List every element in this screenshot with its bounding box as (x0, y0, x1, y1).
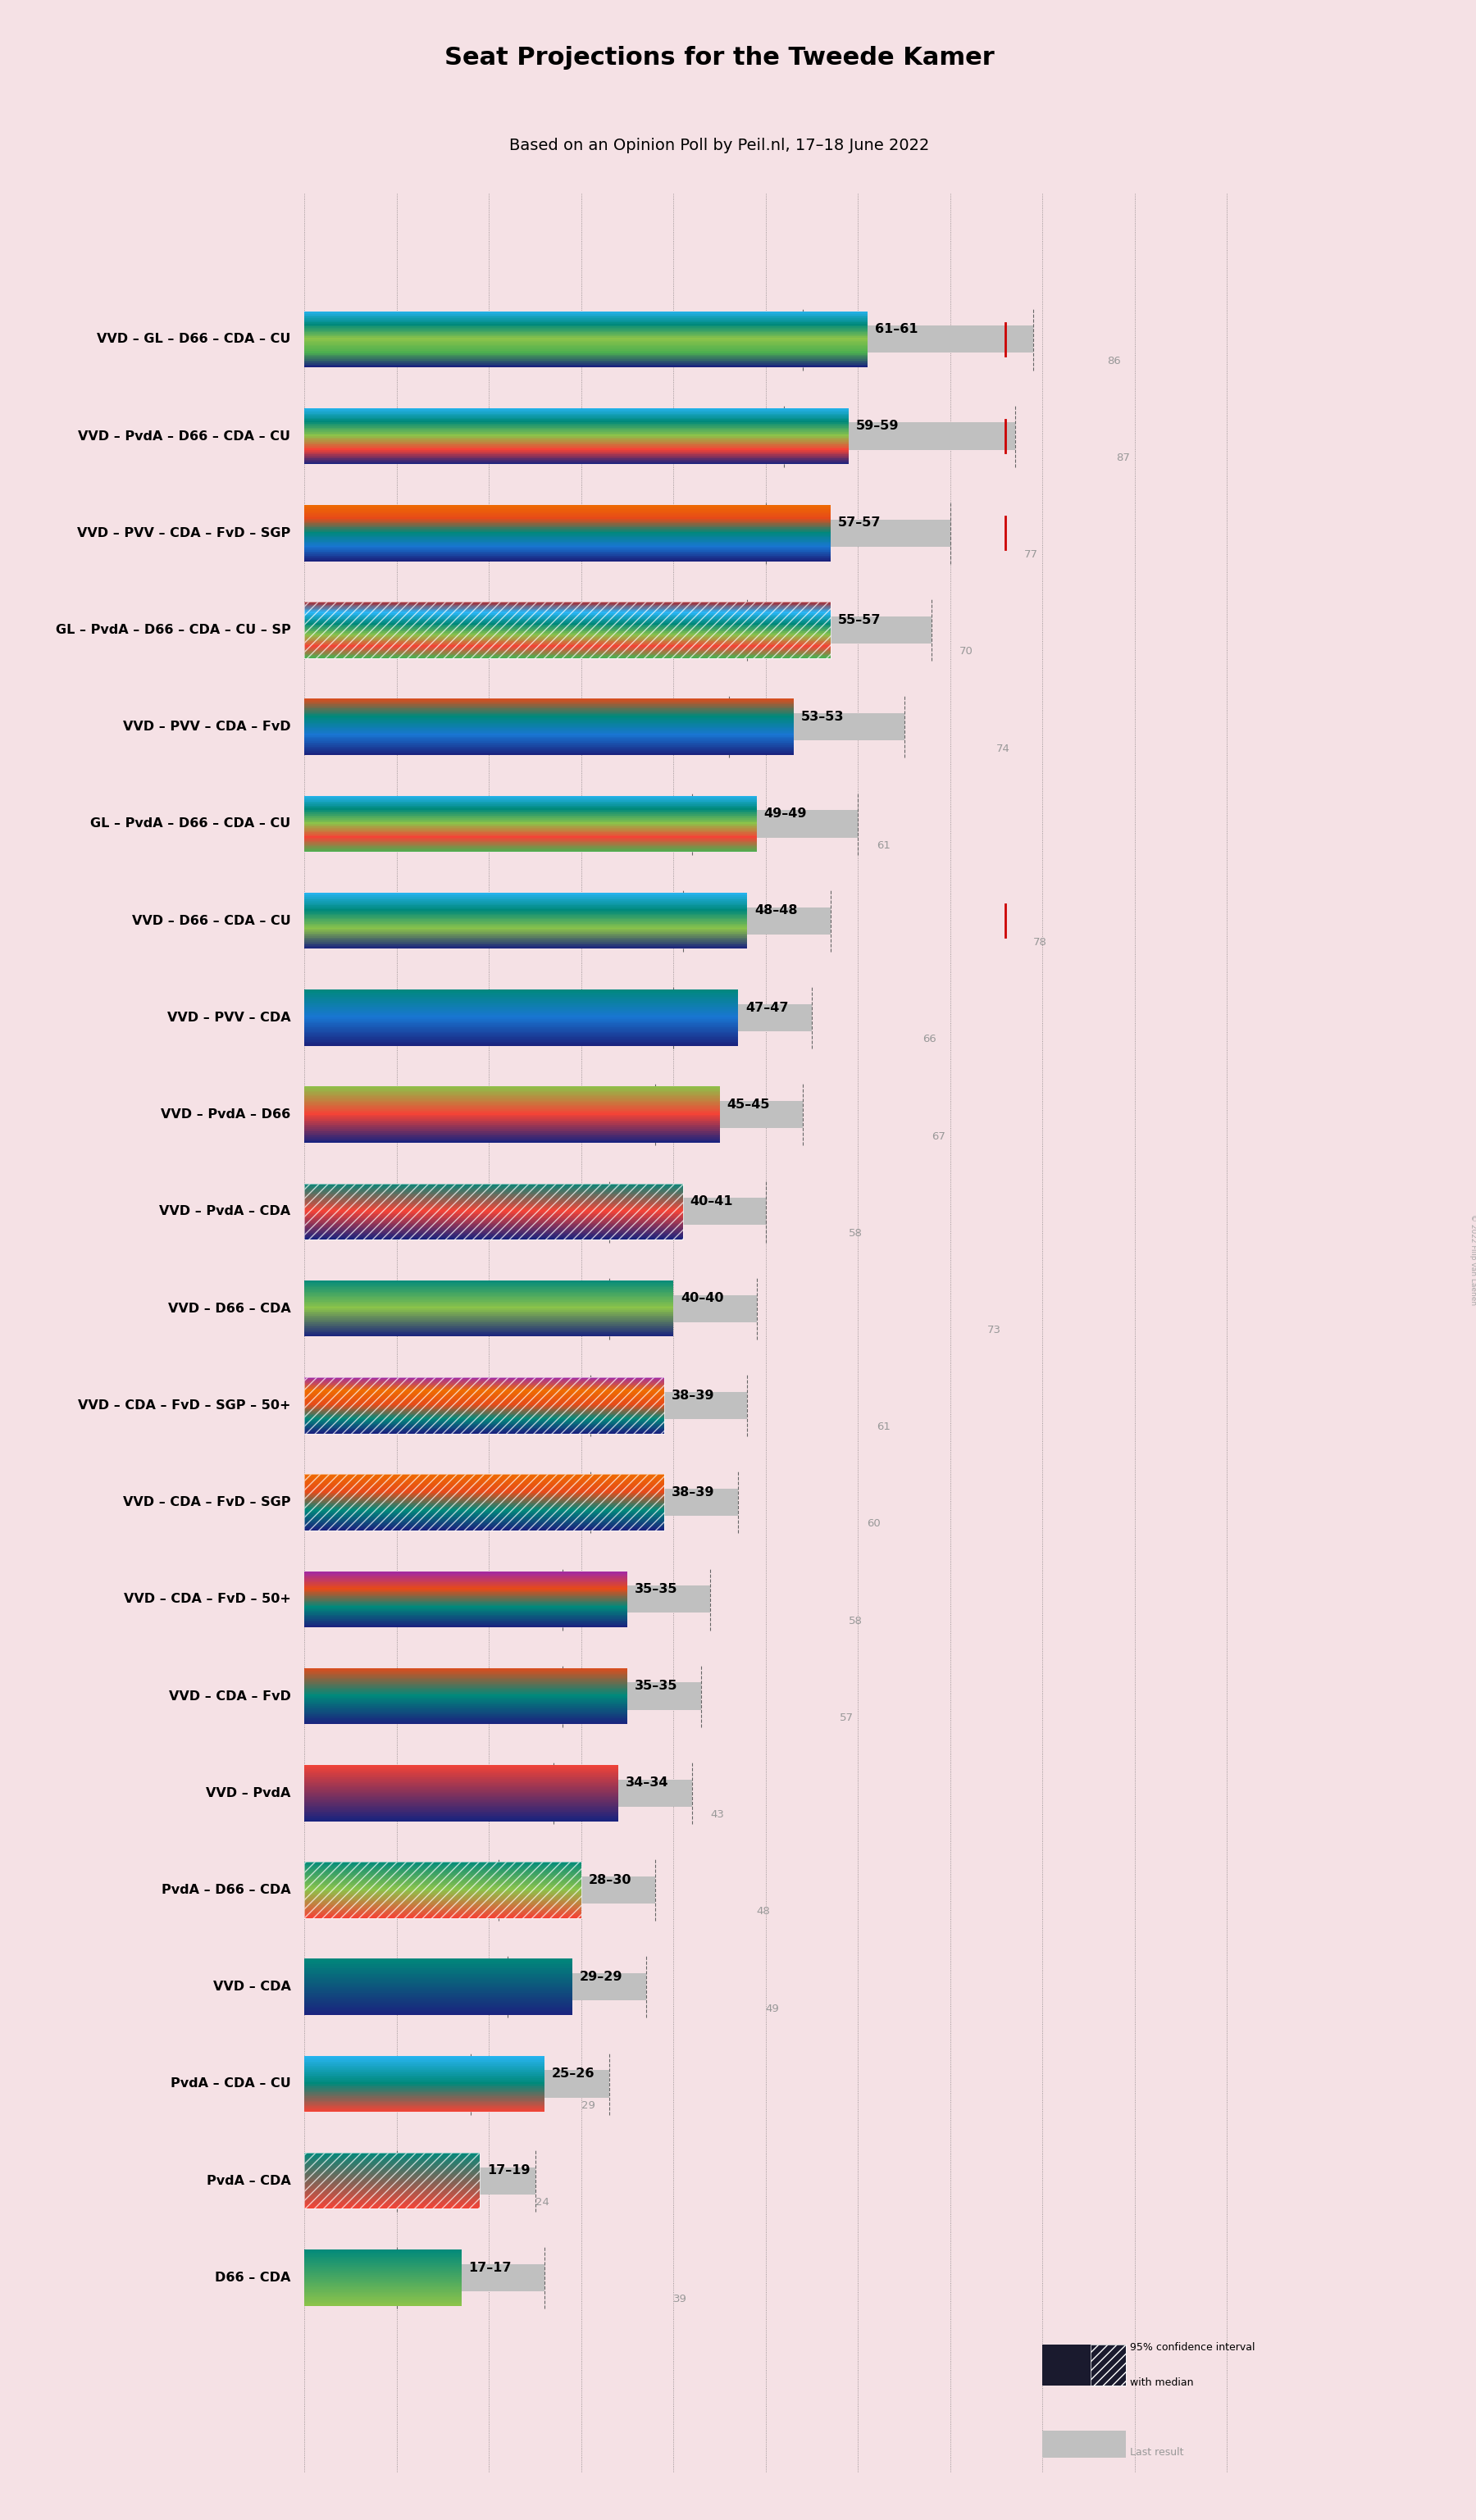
Bar (1042, 2344, 1125, 2386)
Text: 66: 66 (922, 1033, 936, 1046)
Bar (766, 519, 951, 547)
Text: 67: 67 (931, 1131, 946, 1142)
Text: 77: 77 (1024, 549, 1038, 559)
Bar (803, 325, 1033, 353)
Bar (1091, 2344, 1126, 2386)
Text: Based on an Opinion Poll by Peil.nl, 17–18 June 2022: Based on an Opinion Poll by Peil.nl, 17–… (509, 139, 930, 154)
Bar (304, 1474, 664, 1530)
Text: 73: 73 (987, 1326, 1001, 1336)
Text: 87: 87 (1116, 454, 1131, 464)
Text: 35–35: 35–35 (635, 1583, 677, 1595)
Bar (673, 1003, 812, 1031)
Text: © 2022 Filip van Laenen: © 2022 Filip van Laenen (1470, 1215, 1476, 1305)
Text: 78: 78 (1033, 937, 1046, 948)
Bar (508, 1973, 646, 2001)
Bar (608, 1295, 756, 1323)
Text: VVD – GL – D66 – CDA – CU: VVD – GL – D66 – CDA – CU (97, 333, 291, 345)
Text: 61–61: 61–61 (874, 323, 918, 335)
Text: 17–17: 17–17 (469, 2260, 512, 2273)
Text: 38–39: 38–39 (672, 1389, 714, 1401)
Text: GL – PvdA – D66 – CDA – CU – SP: GL – PvdA – D66 – CDA – CU – SP (56, 625, 291, 635)
Text: VVD – D66 – CDA: VVD – D66 – CDA (168, 1303, 291, 1315)
Text: PvdA – CDA: PvdA – CDA (207, 2175, 291, 2187)
Bar (304, 2152, 480, 2210)
Bar (397, 2167, 534, 2195)
Bar (590, 1489, 738, 1517)
Text: 28–30: 28–30 (589, 1875, 632, 1885)
Text: 57: 57 (840, 1714, 853, 1724)
Text: VVD – CDA – FvD – SGP: VVD – CDA – FvD – SGP (123, 1497, 291, 1509)
Text: 38–39: 38–39 (672, 1487, 714, 1499)
Text: VVD – CDA: VVD – CDA (213, 1981, 291, 1993)
Text: 29: 29 (582, 2099, 595, 2112)
Text: PvdA – D66 – CDA: PvdA – D66 – CDA (161, 1885, 291, 1895)
Text: 61: 61 (877, 1421, 890, 1431)
Bar (1042, 2432, 1125, 2457)
Text: VVD – PVV – CDA – FvD – SGP: VVD – PVV – CDA – FvD – SGP (77, 527, 291, 539)
Bar (471, 2071, 608, 2097)
Text: Seat Projections for the Tweede Kamer: Seat Projections for the Tweede Kamer (444, 45, 995, 71)
Text: 58: 58 (849, 1227, 862, 1237)
Bar (747, 617, 931, 643)
Bar (397, 2263, 545, 2291)
Bar (304, 1378, 664, 1434)
Bar (682, 907, 830, 935)
Text: 61: 61 (877, 839, 890, 852)
Text: VVD – PVV – CDA – FvD: VVD – PVV – CDA – FvD (123, 721, 291, 733)
Text: 58: 58 (849, 1615, 862, 1625)
Bar (655, 1101, 803, 1129)
Text: 55–57: 55–57 (838, 615, 881, 625)
Text: GL – PvdA – D66 – CDA – CU: GL – PvdA – D66 – CDA – CU (90, 816, 291, 829)
Bar (304, 1862, 582, 1918)
Text: 43: 43 (710, 1809, 725, 1819)
Text: 39: 39 (673, 2293, 688, 2306)
Text: with median: with median (1131, 2376, 1194, 2386)
Bar (562, 1683, 701, 1709)
Text: 70: 70 (959, 645, 973, 658)
Text: 48: 48 (756, 1905, 770, 1918)
Text: 95% confidence interval: 95% confidence interval (1131, 2341, 1255, 2354)
Text: 57–57: 57–57 (838, 517, 881, 529)
Text: 86: 86 (1107, 355, 1120, 365)
Text: 74: 74 (996, 743, 1010, 753)
Bar (304, 602, 830, 658)
Text: 25–26: 25–26 (552, 2066, 595, 2079)
Text: 59–59: 59–59 (856, 421, 899, 433)
Text: D66 – CDA: D66 – CDA (215, 2271, 291, 2283)
Text: 60: 60 (868, 1520, 881, 1530)
Text: 45–45: 45–45 (726, 1099, 770, 1111)
Text: 47–47: 47–47 (745, 1000, 788, 1013)
Text: 40–40: 40–40 (680, 1293, 723, 1305)
Text: VVD – PvdA – D66: VVD – PvdA – D66 (161, 1109, 291, 1121)
Bar (590, 1391, 747, 1419)
Text: PvdA – CDA – CU: PvdA – CDA – CU (170, 2076, 291, 2089)
Text: VVD – D66 – CDA – CU: VVD – D66 – CDA – CU (131, 915, 291, 927)
Text: 53–53: 53–53 (800, 711, 844, 723)
Bar (608, 1197, 766, 1225)
Bar (554, 1779, 692, 1807)
Text: 48–48: 48–48 (754, 905, 797, 917)
Bar (784, 423, 1015, 449)
Text: 24: 24 (534, 2197, 549, 2208)
Bar (304, 1184, 682, 1240)
Text: VVD – PvdA – CDA: VVD – PvdA – CDA (159, 1205, 291, 1217)
Text: 49–49: 49–49 (765, 806, 807, 819)
Bar (729, 713, 903, 741)
Bar (562, 1585, 710, 1613)
Text: 17–19: 17–19 (487, 2165, 530, 2177)
Text: 34–34: 34–34 (626, 1777, 669, 1789)
Text: VVD – CDA – FvD – 50+: VVD – CDA – FvD – 50+ (124, 1593, 291, 1605)
Text: VVD – PVV – CDA: VVD – PVV – CDA (167, 1011, 291, 1023)
Text: VVD – PvdA: VVD – PvdA (205, 1787, 291, 1799)
Text: 49: 49 (766, 2003, 779, 2013)
Text: 29–29: 29–29 (579, 1971, 623, 1983)
Text: 35–35: 35–35 (635, 1681, 677, 1693)
Text: VVD – PvdA – D66 – CDA – CU: VVD – PvdA – D66 – CDA – CU (78, 431, 291, 444)
Text: VVD – CDA – FvD: VVD – CDA – FvD (168, 1691, 291, 1704)
Text: 40–41: 40–41 (691, 1194, 734, 1207)
Bar (499, 1877, 655, 1903)
Bar (692, 811, 858, 837)
Text: VVD – CDA – FvD – SGP – 50+: VVD – CDA – FvD – SGP – 50+ (78, 1399, 291, 1411)
Text: Last result: Last result (1131, 2447, 1184, 2457)
